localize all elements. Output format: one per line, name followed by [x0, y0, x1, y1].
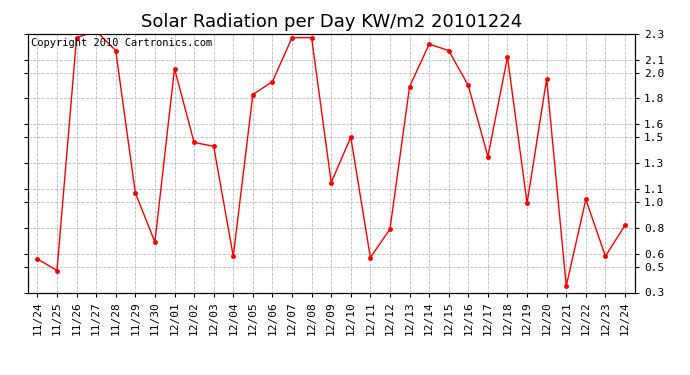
- Text: Copyright 2010 Cartronics.com: Copyright 2010 Cartronics.com: [30, 38, 212, 48]
- Title: Solar Radiation per Day KW/m2 20101224: Solar Radiation per Day KW/m2 20101224: [141, 13, 522, 31]
